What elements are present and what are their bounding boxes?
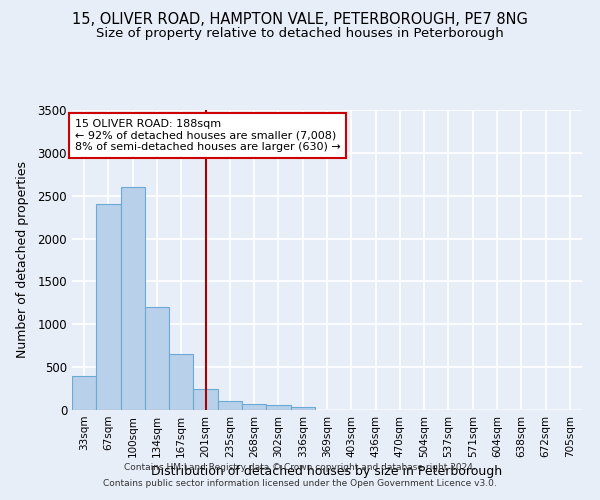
Bar: [145, 307, 169, 410]
Bar: [72, 376, 96, 410]
Bar: [96, 204, 121, 410]
Y-axis label: Number of detached properties: Number of detached properties: [16, 162, 29, 358]
Bar: [193, 390, 218, 410]
Text: Size of property relative to detached houses in Peterborough: Size of property relative to detached ho…: [96, 28, 504, 40]
X-axis label: Distribution of detached houses by size in Peterborough: Distribution of detached houses by size …: [151, 466, 503, 478]
Text: Contains HM Land Registry data © Crown copyright and database right 2024.: Contains HM Land Registry data © Crown c…: [124, 464, 476, 472]
Bar: [169, 354, 193, 410]
Bar: [121, 187, 145, 410]
Bar: [266, 406, 290, 410]
Text: Contains public sector information licensed under the Open Government Licence v3: Contains public sector information licen…: [103, 478, 497, 488]
Text: 15, OLIVER ROAD, HAMPTON VALE, PETERBOROUGH, PE7 8NG: 15, OLIVER ROAD, HAMPTON VALE, PETERBORO…: [72, 12, 528, 28]
Bar: [218, 400, 242, 410]
Bar: [290, 406, 315, 410]
Bar: [242, 404, 266, 410]
Text: 15 OLIVER ROAD: 188sqm
← 92% of detached houses are smaller (7,008)
8% of semi-d: 15 OLIVER ROAD: 188sqm ← 92% of detached…: [74, 119, 340, 152]
